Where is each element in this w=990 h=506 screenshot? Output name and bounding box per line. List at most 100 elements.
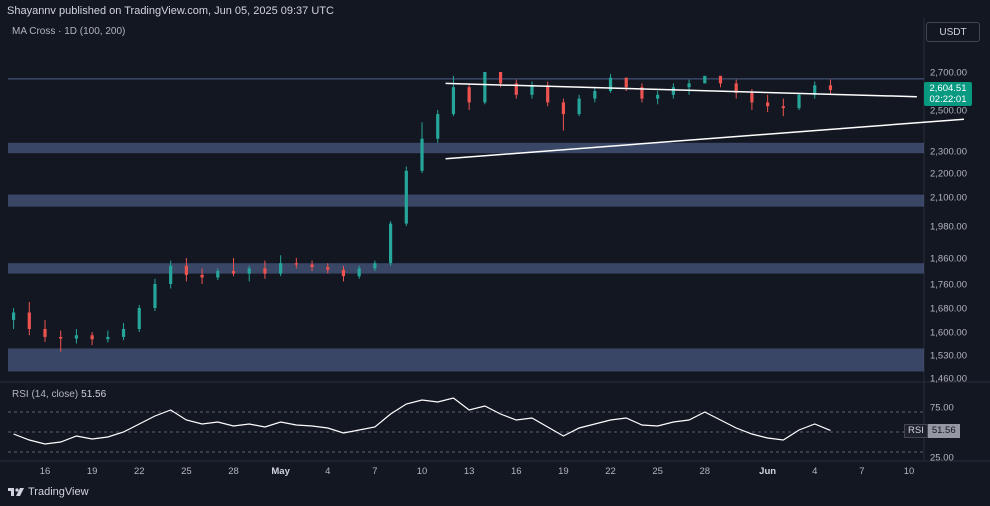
- rsi-tag-value: 51.56: [927, 424, 960, 438]
- price-tick-label: 1,530.00: [930, 351, 967, 362]
- last-price-label: 2,604.51 02:22:01: [924, 82, 972, 106]
- price-tick-label: 1,600.00: [930, 328, 967, 339]
- time-tick-label: 4: [812, 466, 817, 477]
- candle-body: [734, 83, 738, 93]
- candle-body: [90, 335, 94, 340]
- price-tick-label: 2,700.00: [930, 68, 967, 79]
- time-tick-label: 28: [699, 466, 710, 477]
- candle-body: [11, 312, 16, 320]
- candle-body: [420, 138, 424, 171]
- support-resistance-zones: [8, 78, 924, 372]
- price-tick-label: 2,300.00: [930, 147, 967, 158]
- candle-body: [483, 72, 487, 103]
- rsi-axis: 75.00 25.00: [930, 403, 954, 464]
- time-tick-label: 7: [372, 466, 377, 477]
- channel-lower-line: [445, 118, 965, 160]
- sr-zone: [8, 263, 924, 274]
- candle-body: [341, 269, 346, 277]
- time-tick-label: 28: [228, 466, 239, 477]
- rsi-legend: RSI (14, close) 51.56: [12, 389, 106, 400]
- candle-body: [718, 75, 723, 84]
- candle-body: [530, 85, 534, 95]
- candle-body: [231, 271, 236, 274]
- sr-zone: [8, 78, 924, 80]
- sr-zone: [8, 142, 924, 154]
- candle-body: [247, 268, 251, 274]
- time-tick-label: 19: [558, 466, 569, 477]
- candle-body: [121, 329, 126, 337]
- candle-body: [593, 91, 597, 99]
- price-tick-label: 1,980.00: [930, 222, 967, 233]
- sr-zone: [8, 348, 924, 372]
- candle-body: [671, 87, 675, 95]
- rsi-levels: [8, 411, 924, 453]
- rsi-line: [13, 397, 831, 445]
- publish-info: Shayannv published on TradingView.com, J…: [7, 5, 334, 17]
- candle-body: [687, 83, 691, 88]
- time-tick-label: Jun: [759, 466, 776, 477]
- rsi-legend-name: RSI (14, close): [12, 389, 79, 400]
- tradingview-logo[interactable]: TradingView: [8, 486, 89, 498]
- sr-zone: [8, 194, 924, 207]
- currency-selector[interactable]: USDT: [926, 22, 980, 42]
- time-axis: 16 19 22 25 28 May 4 7 10 13 16 19 22 25 28 Jun 4 7 10: [40, 466, 915, 477]
- candle-body: [640, 87, 644, 99]
- time-tick-label: 25: [652, 466, 663, 477]
- candle-body: [153, 284, 157, 308]
- tradingview-logo-icon: [8, 488, 24, 496]
- price-tick-label: 1,860.00: [930, 254, 967, 265]
- time-tick-label: 25: [181, 466, 192, 477]
- rsi-tick-label: 25.00: [930, 453, 954, 464]
- time-tick-label: 10: [417, 466, 428, 477]
- candle-body: [43, 329, 47, 337]
- rsi-tag-label: RSI: [904, 424, 928, 438]
- candle-body: [514, 83, 518, 95]
- candle-body: [467, 87, 471, 103]
- time-tick-label: 16: [40, 466, 51, 477]
- candle-body: [326, 267, 330, 270]
- price-tick-label: 2,200.00: [930, 169, 967, 180]
- candle-body: [389, 223, 393, 264]
- candle-body: [436, 114, 440, 139]
- candle-body: [813, 85, 817, 95]
- candle-body: [656, 94, 660, 99]
- candle-body: [451, 87, 456, 115]
- rsi-tick-label: 75.00: [930, 403, 954, 414]
- candle-body: [169, 265, 173, 284]
- price-tick-label: 1,680.00: [930, 304, 967, 315]
- rsi-legend-value: 51.56: [81, 389, 107, 400]
- time-tick-label: 13: [464, 466, 475, 477]
- candle-body: [498, 72, 503, 84]
- price-tick-label: 1,460.00: [930, 374, 967, 385]
- candle-body: [828, 85, 833, 91]
- indicator-label: MA Cross · 1D (100, 200): [12, 26, 126, 37]
- time-tick-label: 4: [325, 466, 330, 477]
- candle-body: [546, 85, 550, 103]
- candle-body: [294, 263, 298, 265]
- candle-body: [27, 312, 31, 329]
- channel-trendlines: [445, 82, 965, 160]
- candlestick-series: [11, 72, 833, 352]
- candle-body: [797, 94, 801, 109]
- candle-body: [750, 92, 754, 103]
- candle-body: [404, 170, 408, 224]
- time-tick-label: 10: [904, 466, 915, 477]
- candle-body: [310, 264, 314, 268]
- candle-body: [561, 102, 565, 115]
- candle-body: [184, 265, 188, 275]
- candle-body: [200, 274, 204, 278]
- candle-body: [216, 271, 220, 278]
- time-tick-label: 7: [859, 466, 864, 477]
- price-axis: 2,700.00 2,500.00 2,300.00 2,200.00 2,100.00…: [930, 68, 967, 385]
- bar-countdown: 02:22:01: [929, 94, 967, 105]
- candle-body: [74, 335, 79, 339]
- candle-body: [624, 77, 628, 88]
- candle-body: [781, 106, 785, 109]
- price-tick-label: 1,760.00: [930, 280, 967, 291]
- price-tick-label: 2,500.00: [930, 106, 967, 117]
- candle-body: [59, 336, 63, 339]
- candle-body: [608, 77, 613, 91]
- channel-upper-line: [445, 82, 917, 98]
- rsi-value-tag: RSI 51.56: [904, 424, 960, 438]
